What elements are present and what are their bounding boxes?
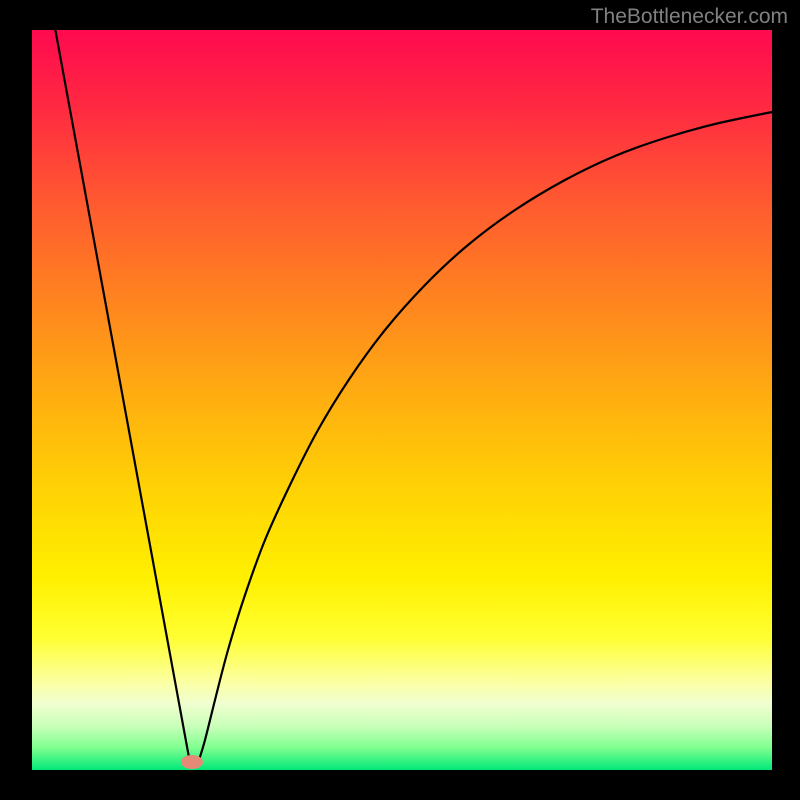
chart-container: TheBottlenecker.com — [0, 0, 800, 800]
bottleneck-curve — [0, 0, 800, 800]
optimal-point-marker — [181, 755, 203, 769]
watermark-text: TheBottlenecker.com — [591, 5, 788, 29]
